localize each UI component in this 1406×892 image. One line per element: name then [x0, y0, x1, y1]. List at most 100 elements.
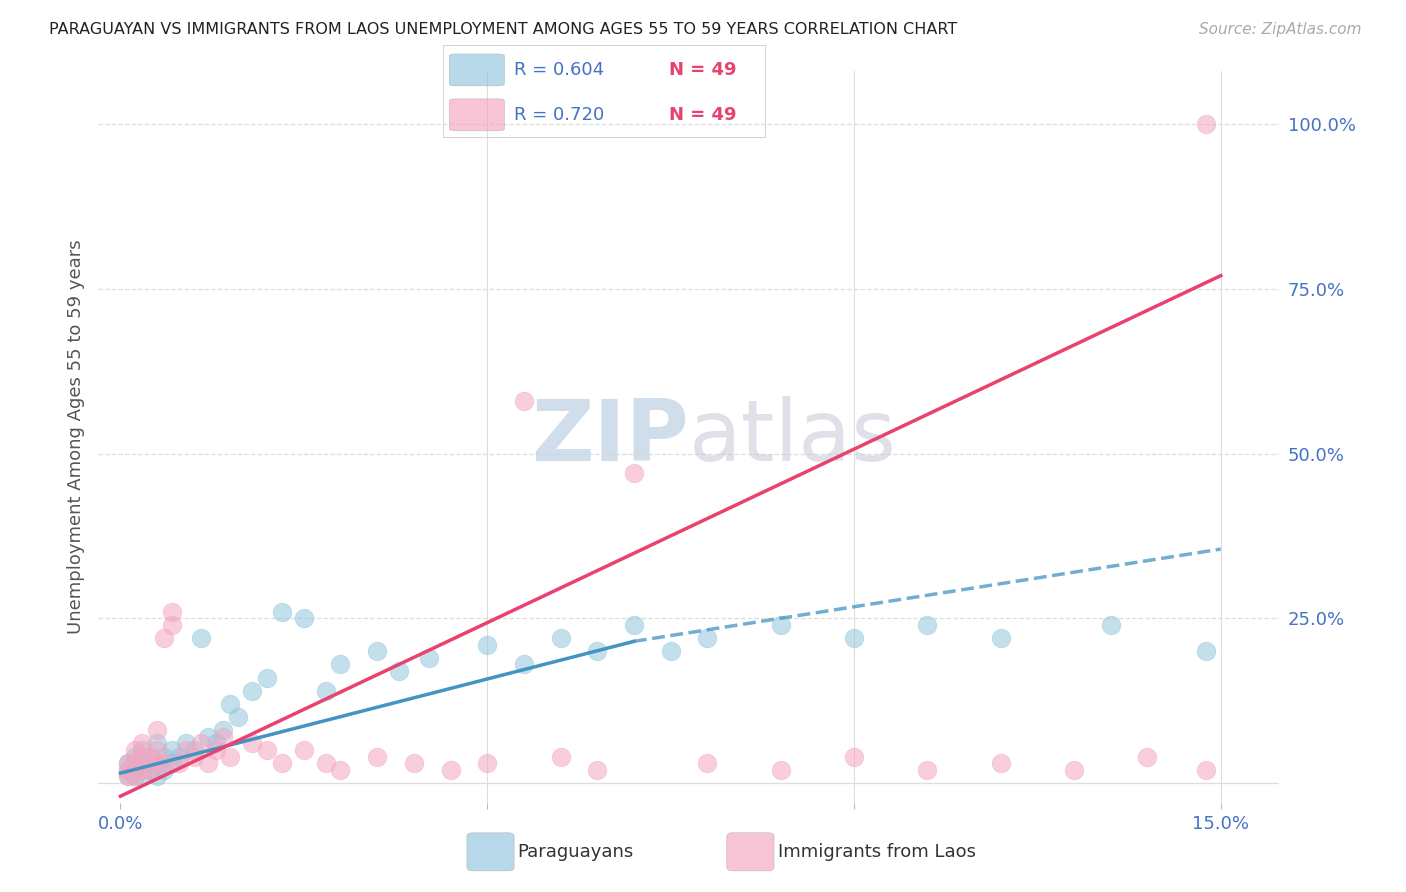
- Y-axis label: Unemployment Among Ages 55 to 59 years: Unemployment Among Ages 55 to 59 years: [66, 240, 84, 634]
- Point: [117, 769, 139, 783]
- Point: [183, 749, 205, 764]
- Point: [117, 763, 139, 777]
- Point: [696, 631, 718, 645]
- Text: atlas: atlas: [689, 395, 897, 479]
- Point: [146, 756, 169, 771]
- Point: [329, 657, 352, 672]
- Point: [990, 756, 1012, 771]
- Point: [439, 763, 461, 777]
- Point: [769, 618, 792, 632]
- Text: Immigrants from Laos: Immigrants from Laos: [778, 843, 976, 861]
- Point: [176, 743, 198, 757]
- Text: R = 0.604: R = 0.604: [515, 61, 605, 78]
- Point: [160, 743, 183, 757]
- Point: [167, 756, 190, 771]
- Point: [990, 631, 1012, 645]
- Point: [167, 749, 190, 764]
- Text: PARAGUAYAN VS IMMIGRANTS FROM LAOS UNEMPLOYMENT AMONG AGES 55 TO 59 YEARS CORREL: PARAGUAYAN VS IMMIGRANTS FROM LAOS UNEMP…: [49, 22, 957, 37]
- Point: [146, 756, 169, 771]
- Point: [146, 743, 169, 757]
- Point: [1063, 763, 1085, 777]
- Point: [242, 737, 264, 751]
- Point: [586, 763, 609, 777]
- FancyBboxPatch shape: [467, 833, 515, 871]
- Point: [550, 631, 572, 645]
- Point: [212, 723, 235, 738]
- Point: [160, 618, 183, 632]
- Point: [131, 763, 153, 777]
- Point: [131, 769, 153, 783]
- Point: [270, 756, 292, 771]
- Point: [513, 393, 536, 408]
- Point: [1195, 763, 1218, 777]
- Point: [131, 743, 153, 757]
- Point: [176, 737, 198, 751]
- Point: [366, 749, 388, 764]
- Point: [146, 737, 169, 751]
- Point: [388, 664, 411, 678]
- Point: [139, 763, 162, 777]
- Point: [117, 756, 139, 771]
- Point: [1195, 644, 1218, 658]
- Point: [183, 743, 205, 757]
- Text: N = 49: N = 49: [669, 106, 737, 124]
- Point: [1136, 749, 1159, 764]
- Text: ZIP: ZIP: [531, 395, 689, 479]
- Point: [131, 749, 153, 764]
- Point: [315, 683, 337, 698]
- Point: [160, 605, 183, 619]
- Point: [1195, 117, 1218, 131]
- Point: [124, 769, 146, 783]
- Point: [124, 749, 146, 764]
- Point: [160, 756, 183, 771]
- Point: [124, 756, 146, 771]
- Point: [146, 769, 169, 783]
- Point: [366, 644, 388, 658]
- Point: [131, 756, 153, 771]
- Point: [146, 723, 169, 738]
- Text: R = 0.720: R = 0.720: [515, 106, 605, 124]
- Point: [124, 769, 146, 783]
- Point: [117, 769, 139, 783]
- Text: Source: ZipAtlas.com: Source: ZipAtlas.com: [1198, 22, 1361, 37]
- Point: [270, 605, 292, 619]
- Point: [139, 763, 162, 777]
- Point: [842, 631, 865, 645]
- Point: [477, 638, 499, 652]
- Point: [477, 756, 499, 771]
- Point: [226, 710, 249, 724]
- Point: [586, 644, 609, 658]
- Point: [131, 737, 153, 751]
- Point: [139, 749, 162, 764]
- FancyBboxPatch shape: [727, 833, 773, 871]
- Point: [623, 618, 645, 632]
- Point: [1099, 618, 1122, 632]
- Point: [550, 749, 572, 764]
- Point: [623, 467, 645, 481]
- FancyBboxPatch shape: [450, 54, 505, 86]
- Point: [842, 749, 865, 764]
- Point: [315, 756, 337, 771]
- Point: [513, 657, 536, 672]
- Point: [402, 756, 425, 771]
- Point: [219, 749, 242, 764]
- Point: [197, 730, 219, 744]
- Point: [153, 763, 176, 777]
- Point: [219, 697, 242, 711]
- Point: [153, 749, 176, 764]
- Point: [696, 756, 718, 771]
- Point: [197, 756, 219, 771]
- Point: [117, 763, 139, 777]
- Point: [153, 756, 176, 771]
- Point: [117, 756, 139, 771]
- Text: N = 49: N = 49: [669, 61, 737, 78]
- Point: [139, 749, 162, 764]
- Point: [256, 671, 278, 685]
- Point: [190, 737, 212, 751]
- Point: [917, 618, 939, 632]
- Point: [124, 743, 146, 757]
- FancyBboxPatch shape: [450, 99, 505, 131]
- Point: [292, 743, 315, 757]
- Point: [659, 644, 682, 658]
- Point: [204, 737, 226, 751]
